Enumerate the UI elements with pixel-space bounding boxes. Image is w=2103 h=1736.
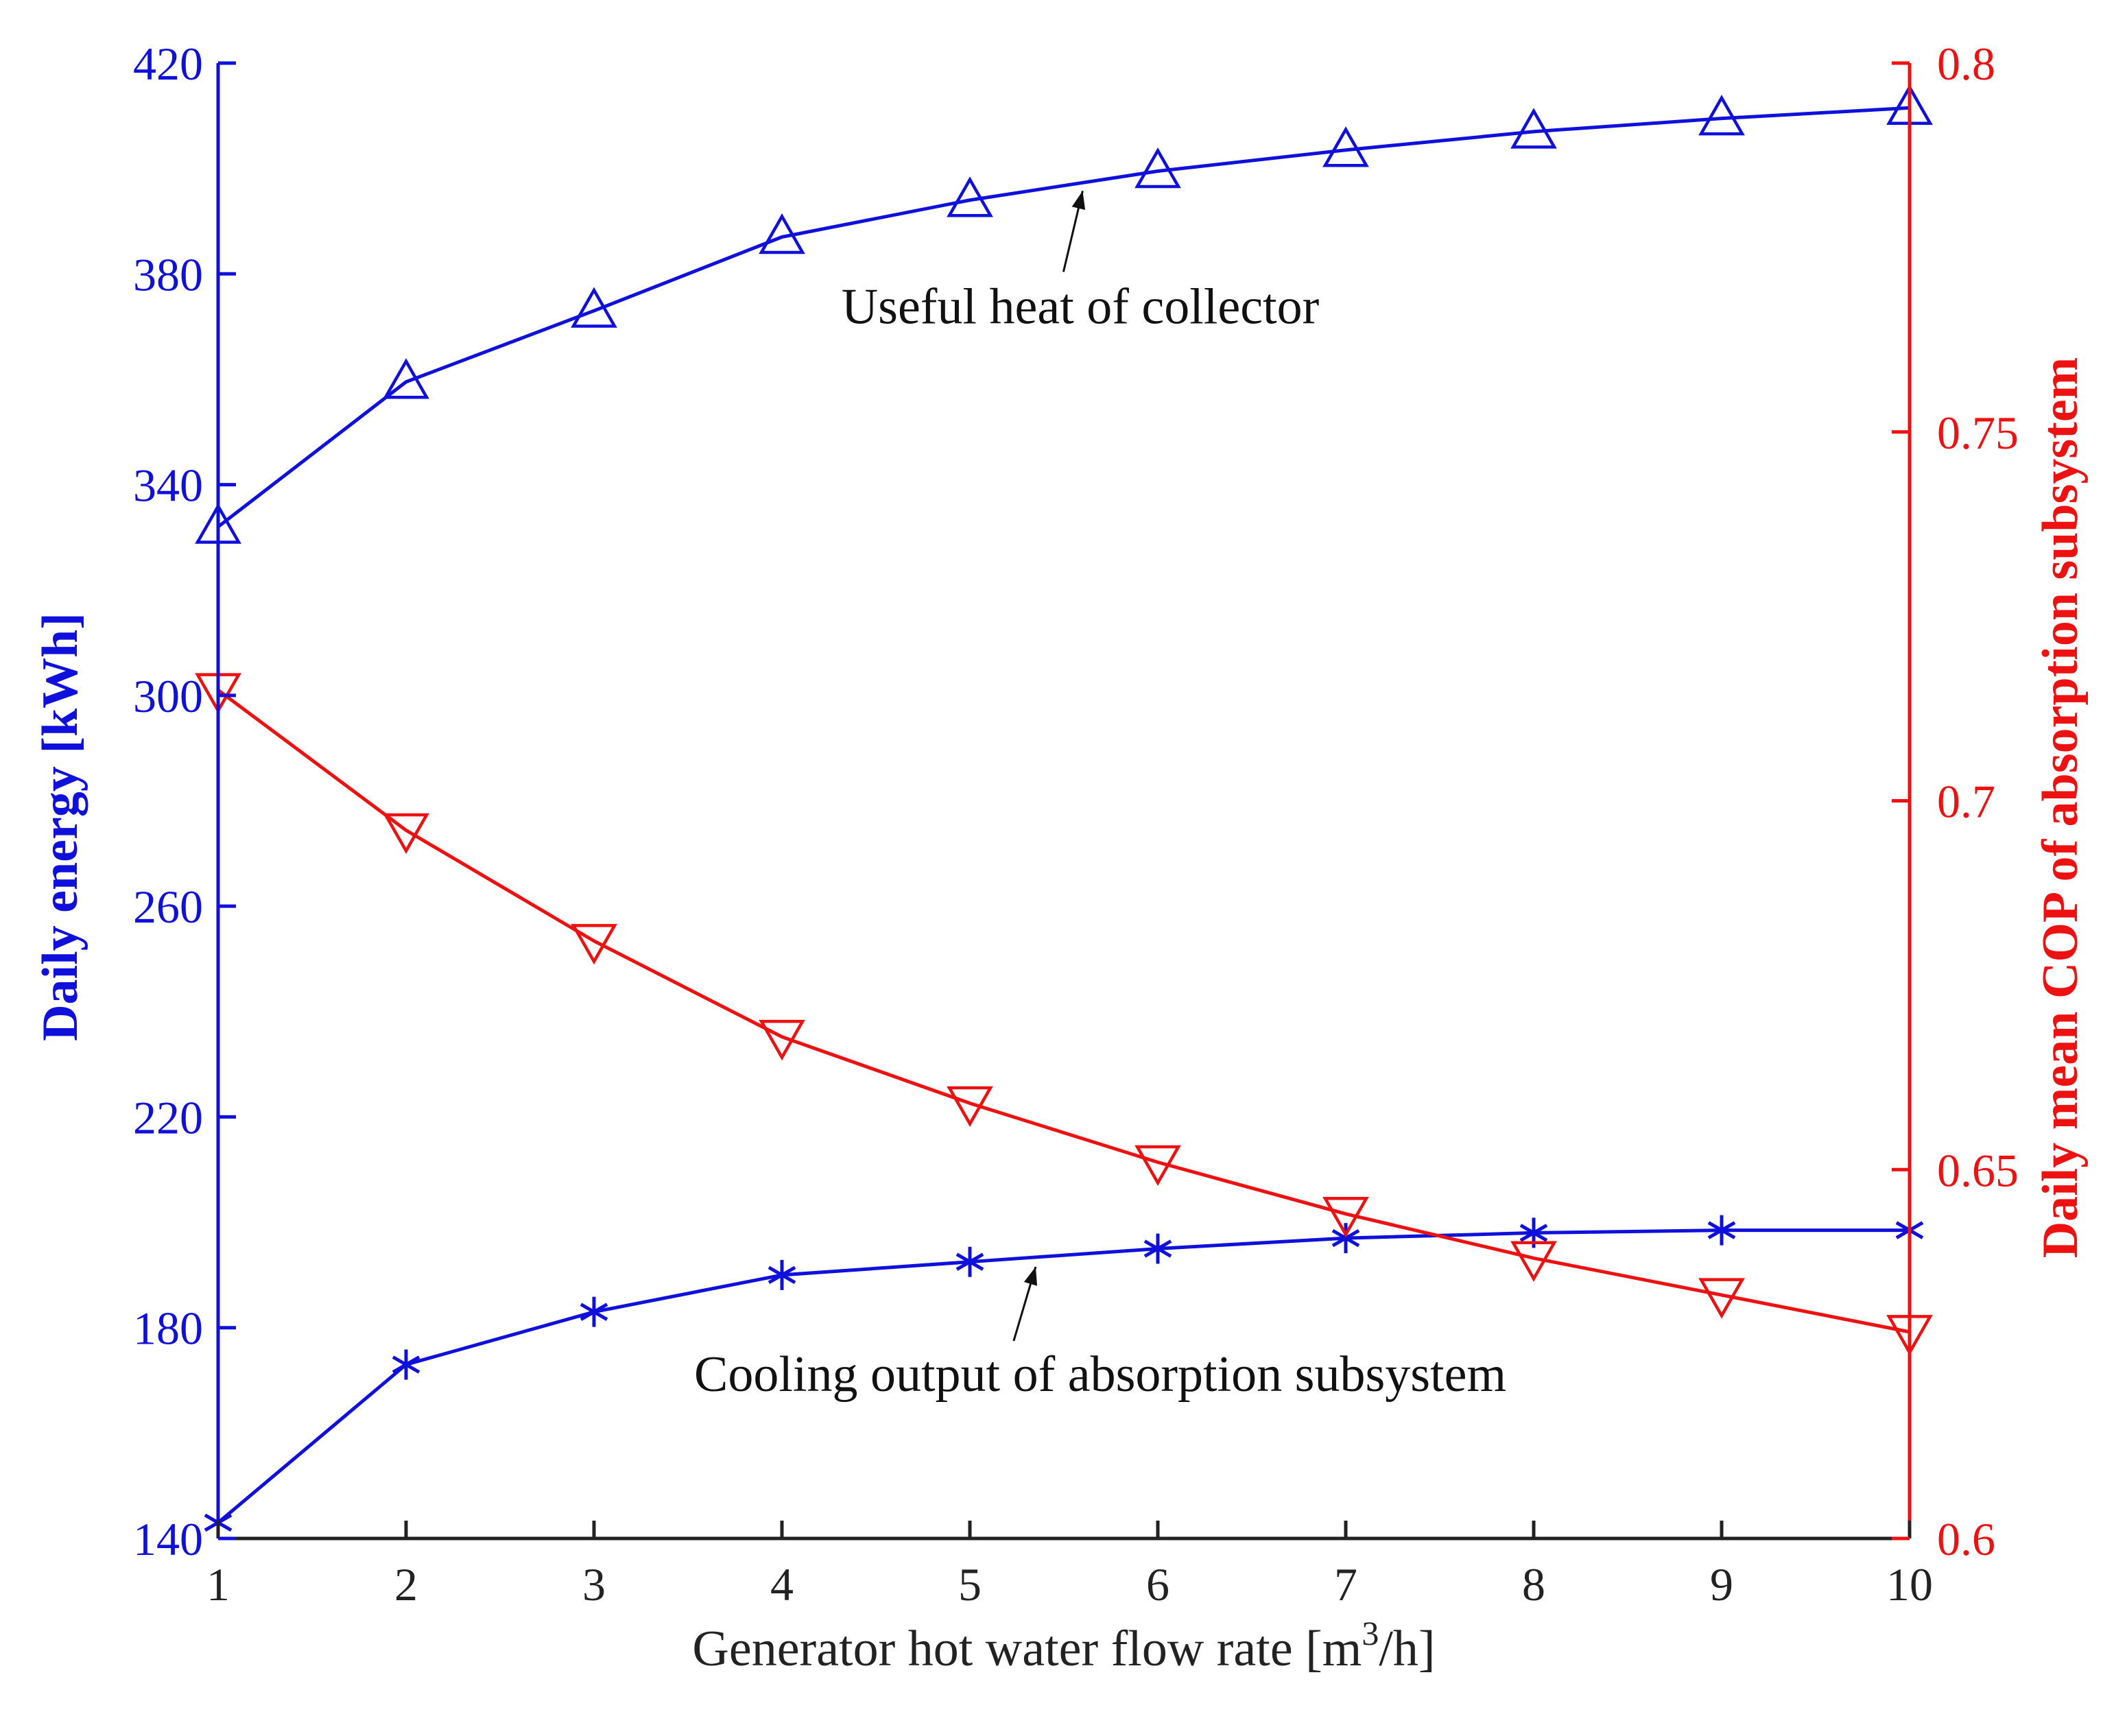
left-y-tick-label: 140 (133, 1513, 203, 1565)
asterisk-stroke (768, 1265, 796, 1285)
annotation-useful-heat-arrow-head (1071, 191, 1086, 210)
right-y-tick-label: 0.75 (1937, 407, 2019, 459)
left-y-tick-label: 300 (133, 670, 203, 722)
triangle-down-marker (759, 1019, 805, 1061)
x-tick-label: 4 (770, 1558, 794, 1610)
triangle-down-marker (571, 924, 617, 965)
annotation-cooling-output-label: Cooling output of absorption subsystem (694, 1346, 1506, 1403)
asterisk-stroke (1331, 1228, 1360, 1248)
left-y-tick-label: 260 (133, 881, 203, 933)
asterisk-marker (1331, 1223, 1360, 1254)
x-tick-label: 6 (1146, 1558, 1169, 1610)
asterisk-stroke (1707, 1221, 1736, 1239)
series-line-2 (217, 1228, 1910, 1524)
left-y-axis-label: Daily energy [kWh] (32, 613, 88, 1041)
asterisk-stroke (580, 1303, 608, 1321)
triangle-up-marker (947, 176, 993, 217)
x-tick-label: 2 (394, 1558, 418, 1610)
ticks-layer: 1 2 3 4 5 6 7 8 9 10 140 180 220 260 300 340 380 420 0.6 0.… (133, 38, 2019, 1610)
x-tick-label: 3 (582, 1558, 606, 1610)
triangle-up-marker (759, 213, 805, 254)
x-axis-label-superscript: 3 (1362, 1614, 1379, 1652)
asterisk-stroke (955, 1252, 984, 1271)
annotation-cooling-output-arrow-head (1023, 1266, 1038, 1286)
asterisk-marker (580, 1296, 608, 1327)
triangle-up-marker (1510, 108, 1557, 149)
asterisk-stroke (392, 1355, 420, 1374)
left-y-tick-label: 380 (133, 248, 203, 300)
asterisk-stroke (1519, 1224, 1548, 1242)
triangle-up-marker (1698, 95, 1745, 136)
triangle-down-marker (1134, 1145, 1181, 1187)
annotation-useful-heat-label: Useful heat of collector (842, 278, 1320, 335)
x-tick-label: 9 (1710, 1558, 1733, 1610)
right-y-tick-label: 0.65 (1937, 1144, 2019, 1196)
triangle-up-marker (383, 358, 429, 399)
x-tick-label: 1 (206, 1558, 230, 1610)
asterisk-marker (1143, 1233, 1172, 1264)
right-y-axis-label: Daily mean COP of absorption subsystem (2032, 357, 2089, 1259)
series-line-3 (217, 689, 1910, 1334)
x-tick-label: 7 (1334, 1558, 1357, 1610)
right-y-tick-label: 0.8 (1937, 38, 1995, 90)
triangle-up-marker (1134, 147, 1181, 189)
asterisk-marker (768, 1259, 796, 1290)
x-tick-label: 8 (1522, 1558, 1545, 1610)
x-axis-label-suffix: /h] (1379, 1621, 1435, 1677)
left-y-tick-label: 180 (133, 1303, 203, 1355)
triangle-down-marker (1698, 1278, 1745, 1319)
asterisk-marker (392, 1349, 420, 1380)
x-tick-label: 5 (958, 1558, 982, 1610)
left-y-tick-label: 220 (133, 1091, 203, 1143)
asterisk-marker (955, 1246, 984, 1277)
triangle-up-marker (1322, 126, 1369, 167)
triangle-down-marker (383, 813, 429, 855)
right-y-tick-label: 0.6 (1937, 1513, 1995, 1565)
right-y-tick-label: 0.7 (1937, 776, 1995, 828)
annotations-layer: Useful heat of collector Cooling output … (694, 191, 1506, 1403)
triangle-up-marker (571, 287, 617, 328)
x-tick-label: 10 (1886, 1558, 1933, 1610)
asterisk-stroke (1143, 1239, 1172, 1258)
series-line-1 (217, 106, 1910, 529)
x-axis-label-prefix: Generator hot water flow rate [m (692, 1621, 1362, 1677)
left-y-tick-label: 340 (133, 460, 203, 512)
triangle-down-marker (1322, 1197, 1369, 1238)
asterisk-marker (1707, 1215, 1736, 1246)
x-axis-label: Generator hot water flow rate [m3/h] (692, 1614, 1435, 1677)
triangle-down-marker (947, 1086, 993, 1127)
left-y-tick-label: 420 (133, 38, 203, 90)
triangle-down-marker (1510, 1241, 1557, 1282)
